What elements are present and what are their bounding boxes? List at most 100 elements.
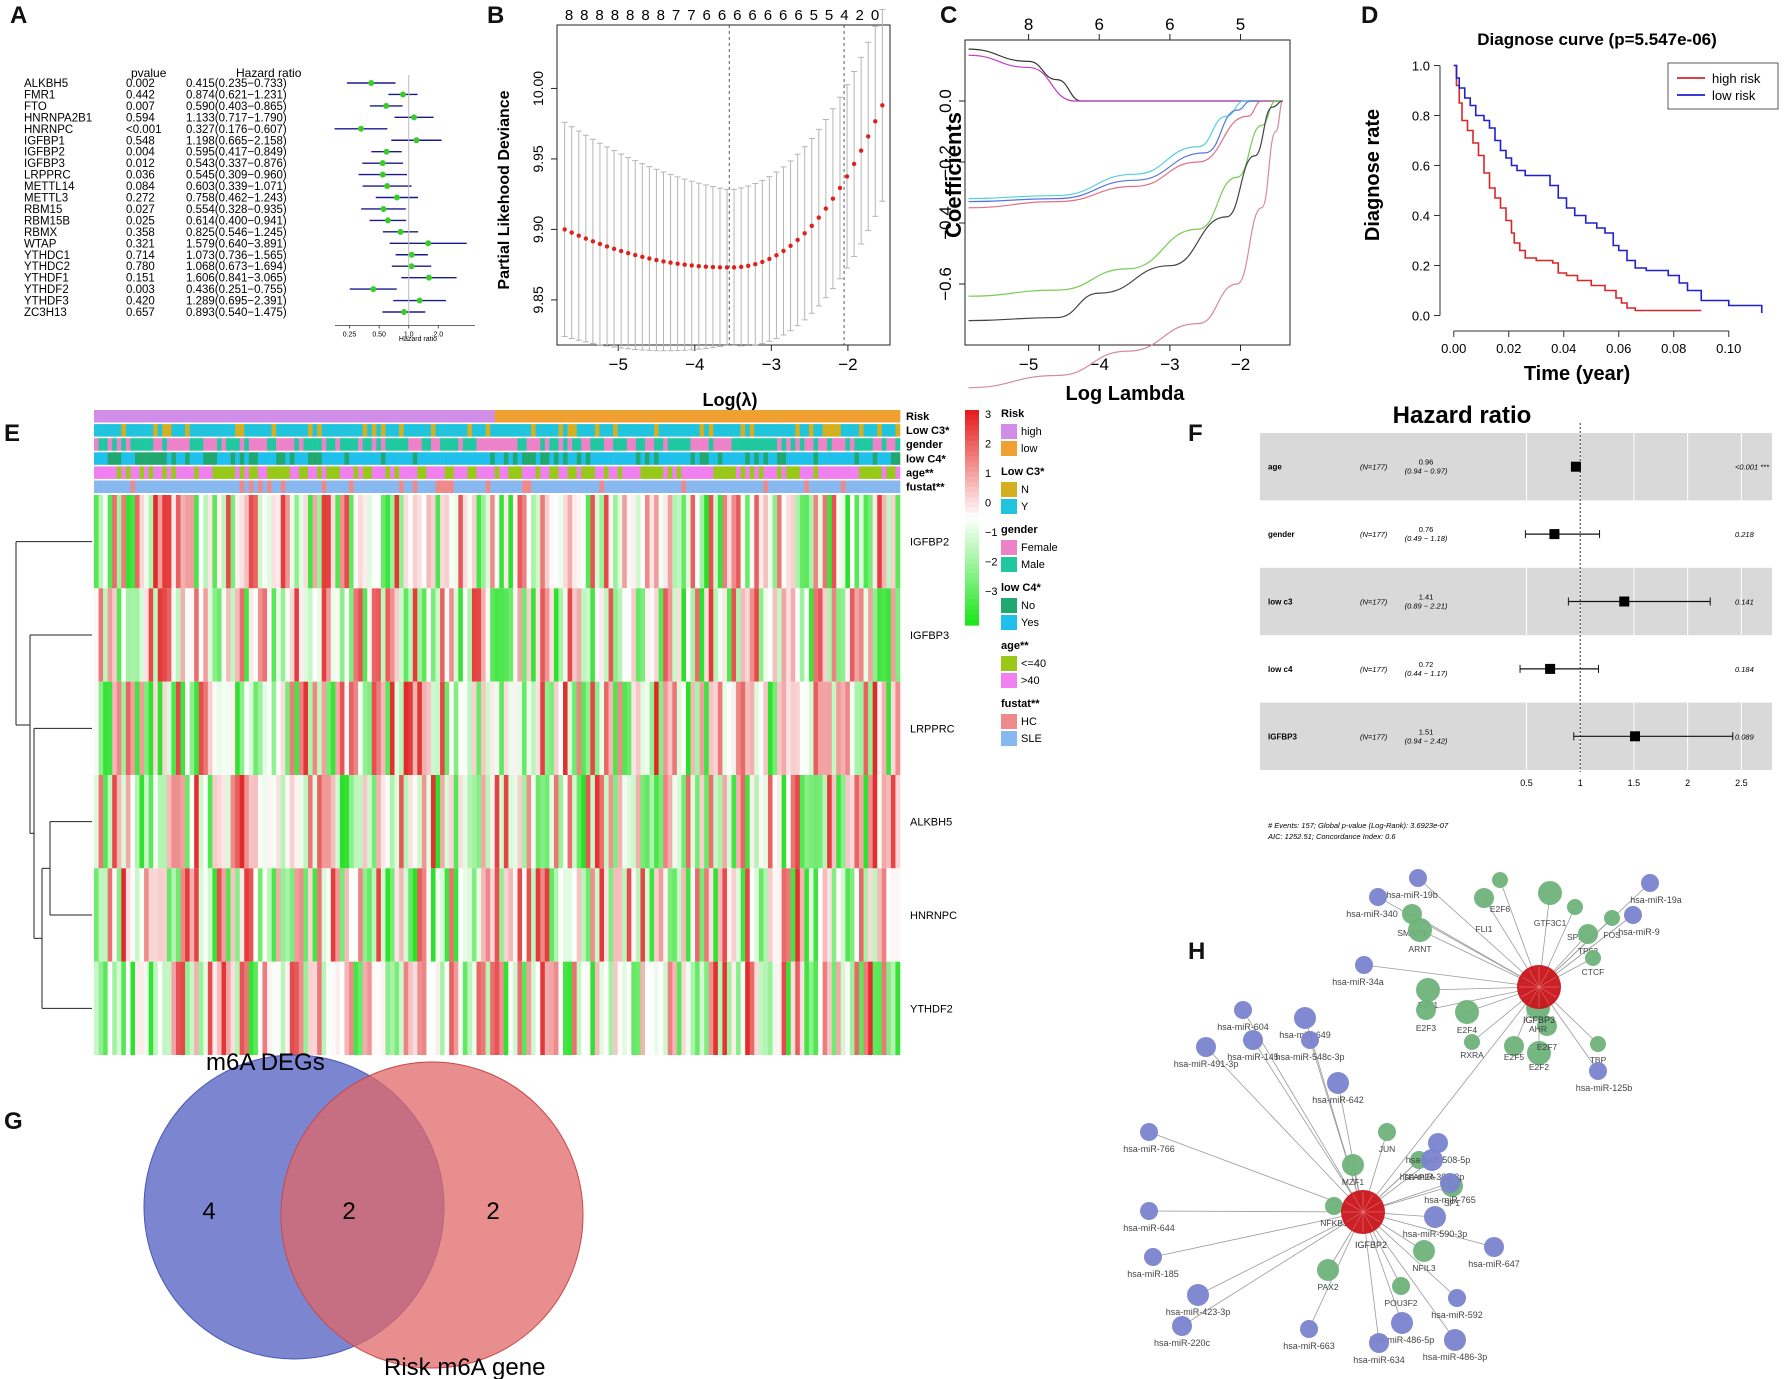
e-annotation-cell — [808, 410, 814, 423]
e-annotation-cell — [763, 466, 769, 479]
e-heat-cell — [280, 775, 286, 869]
e-heat-cell — [212, 775, 218, 869]
e-annotation-cell — [658, 452, 664, 465]
e-annotation-cell — [94, 424, 99, 437]
e-annotation-cell — [749, 466, 755, 479]
e-heat-cell — [371, 588, 377, 682]
e-heat-cell — [799, 961, 805, 1055]
e-annotation-cell — [526, 424, 532, 437]
e-annotation-cell — [362, 438, 368, 451]
e-heat-cell — [854, 961, 860, 1055]
e-heat-cell — [121, 588, 127, 682]
e-heat-cell — [594, 681, 600, 775]
e-heat-cell — [681, 588, 687, 682]
e-annotation-cell — [781, 410, 787, 423]
e-heat-cell — [517, 495, 523, 589]
e-heat-cell — [376, 681, 382, 775]
e-heat-cell — [881, 681, 887, 775]
e-heat-cell — [462, 588, 468, 682]
c-y-tick-label: −0.6 — [936, 267, 955, 301]
e-annotation-cell — [399, 480, 404, 493]
a-gene-label: YTHDF1 — [24, 273, 69, 285]
e-annotation-cell — [221, 452, 227, 465]
e-annotation-cell — [840, 410, 846, 423]
e-annotation-cell — [490, 452, 496, 465]
e-annotation-cell — [389, 424, 395, 437]
a-hr-text: 0.543(0.337−0.876) — [186, 158, 287, 170]
e-annotation-cell — [795, 452, 801, 465]
h-tf-node — [1474, 888, 1494, 908]
e-heat-cell — [308, 588, 313, 682]
e-annotation-cell — [863, 410, 869, 423]
e-annotation-cell — [576, 480, 582, 493]
e-heat-cell — [362, 868, 368, 962]
e-annotation-cell — [722, 480, 728, 493]
e-annotation-cell — [567, 452, 573, 465]
e-annotation-cell — [144, 466, 149, 479]
e-heat-cell — [194, 775, 200, 869]
e-annotation-cell — [166, 438, 172, 451]
e-heat-cell — [895, 775, 901, 869]
e-annotation-cell — [685, 466, 691, 479]
e-heat-cell — [257, 775, 263, 869]
e-heat-cell — [139, 681, 145, 775]
e-heat-cell — [854, 495, 860, 589]
e-annotation-cell — [412, 424, 418, 437]
b-cv-point — [703, 264, 709, 269]
e-annotation-cell — [522, 438, 527, 451]
e-annotation-cell — [380, 438, 386, 451]
e-annotation-cell — [444, 410, 450, 423]
e-heat-cell — [758, 681, 764, 775]
e-heat-cell — [276, 775, 282, 869]
e-annotation-cell — [895, 438, 901, 451]
e-annotation-cell — [704, 410, 710, 423]
a-gene-label: YTHDC1 — [24, 250, 70, 262]
e-annotation-cell — [713, 438, 719, 451]
e-legend-label: low — [1021, 443, 1038, 455]
d-y-tick-label: 0.4 — [1412, 209, 1430, 224]
e-heat-cell — [171, 868, 177, 962]
h-tf-node — [1416, 1000, 1436, 1020]
e-annotation-cell — [230, 424, 236, 437]
e-heat-cell — [376, 588, 382, 682]
e-annotation-cell — [134, 466, 140, 479]
e-annotation-cell — [399, 424, 404, 437]
e-heat-cell — [98, 681, 104, 775]
e-heat-cell — [148, 588, 154, 682]
e-annotation-cell — [171, 438, 177, 451]
e-annotation-cell — [194, 480, 200, 493]
e-legend-label: Male — [1021, 559, 1045, 571]
e-heat-cell — [125, 495, 131, 589]
d-x-tick-label: 0.06 — [1606, 341, 1631, 356]
e-heat-cell — [94, 775, 99, 869]
e-heat-cell — [863, 961, 869, 1055]
e-annotation-cell — [148, 452, 154, 465]
e-annotation-cell — [822, 466, 828, 479]
e-annotation-cell — [280, 480, 286, 493]
e-annotation-cell — [103, 410, 108, 423]
e-annotation-cell — [790, 438, 796, 451]
e-annotation-cell — [553, 466, 559, 479]
e-annotation-cell — [613, 452, 618, 465]
h-tf-node — [1578, 924, 1598, 944]
e-annotation-cell — [207, 410, 213, 423]
e-heat-cell — [166, 681, 172, 775]
e-annotation-cell — [804, 438, 810, 451]
e-heat-cell — [490, 775, 496, 869]
e-heat-cell — [376, 775, 382, 869]
e-heat-cell — [840, 775, 846, 869]
e-heat-cell — [859, 868, 864, 962]
e-annotation-cell — [462, 452, 468, 465]
e-legend-label: >40 — [1021, 675, 1040, 687]
e-heat-cell — [358, 961, 363, 1055]
e-heat-cell — [235, 775, 241, 869]
e-heat-cell — [767, 495, 773, 589]
e-annotation-cell — [330, 480, 336, 493]
e-annotation-cell — [695, 410, 700, 423]
h-hub-spoke — [1362, 1201, 1381, 1213]
e-heat-cell — [763, 961, 769, 1055]
e-annotation-cell — [795, 424, 801, 437]
e-heat-cell — [804, 868, 810, 962]
e-heat-cell — [558, 775, 564, 869]
